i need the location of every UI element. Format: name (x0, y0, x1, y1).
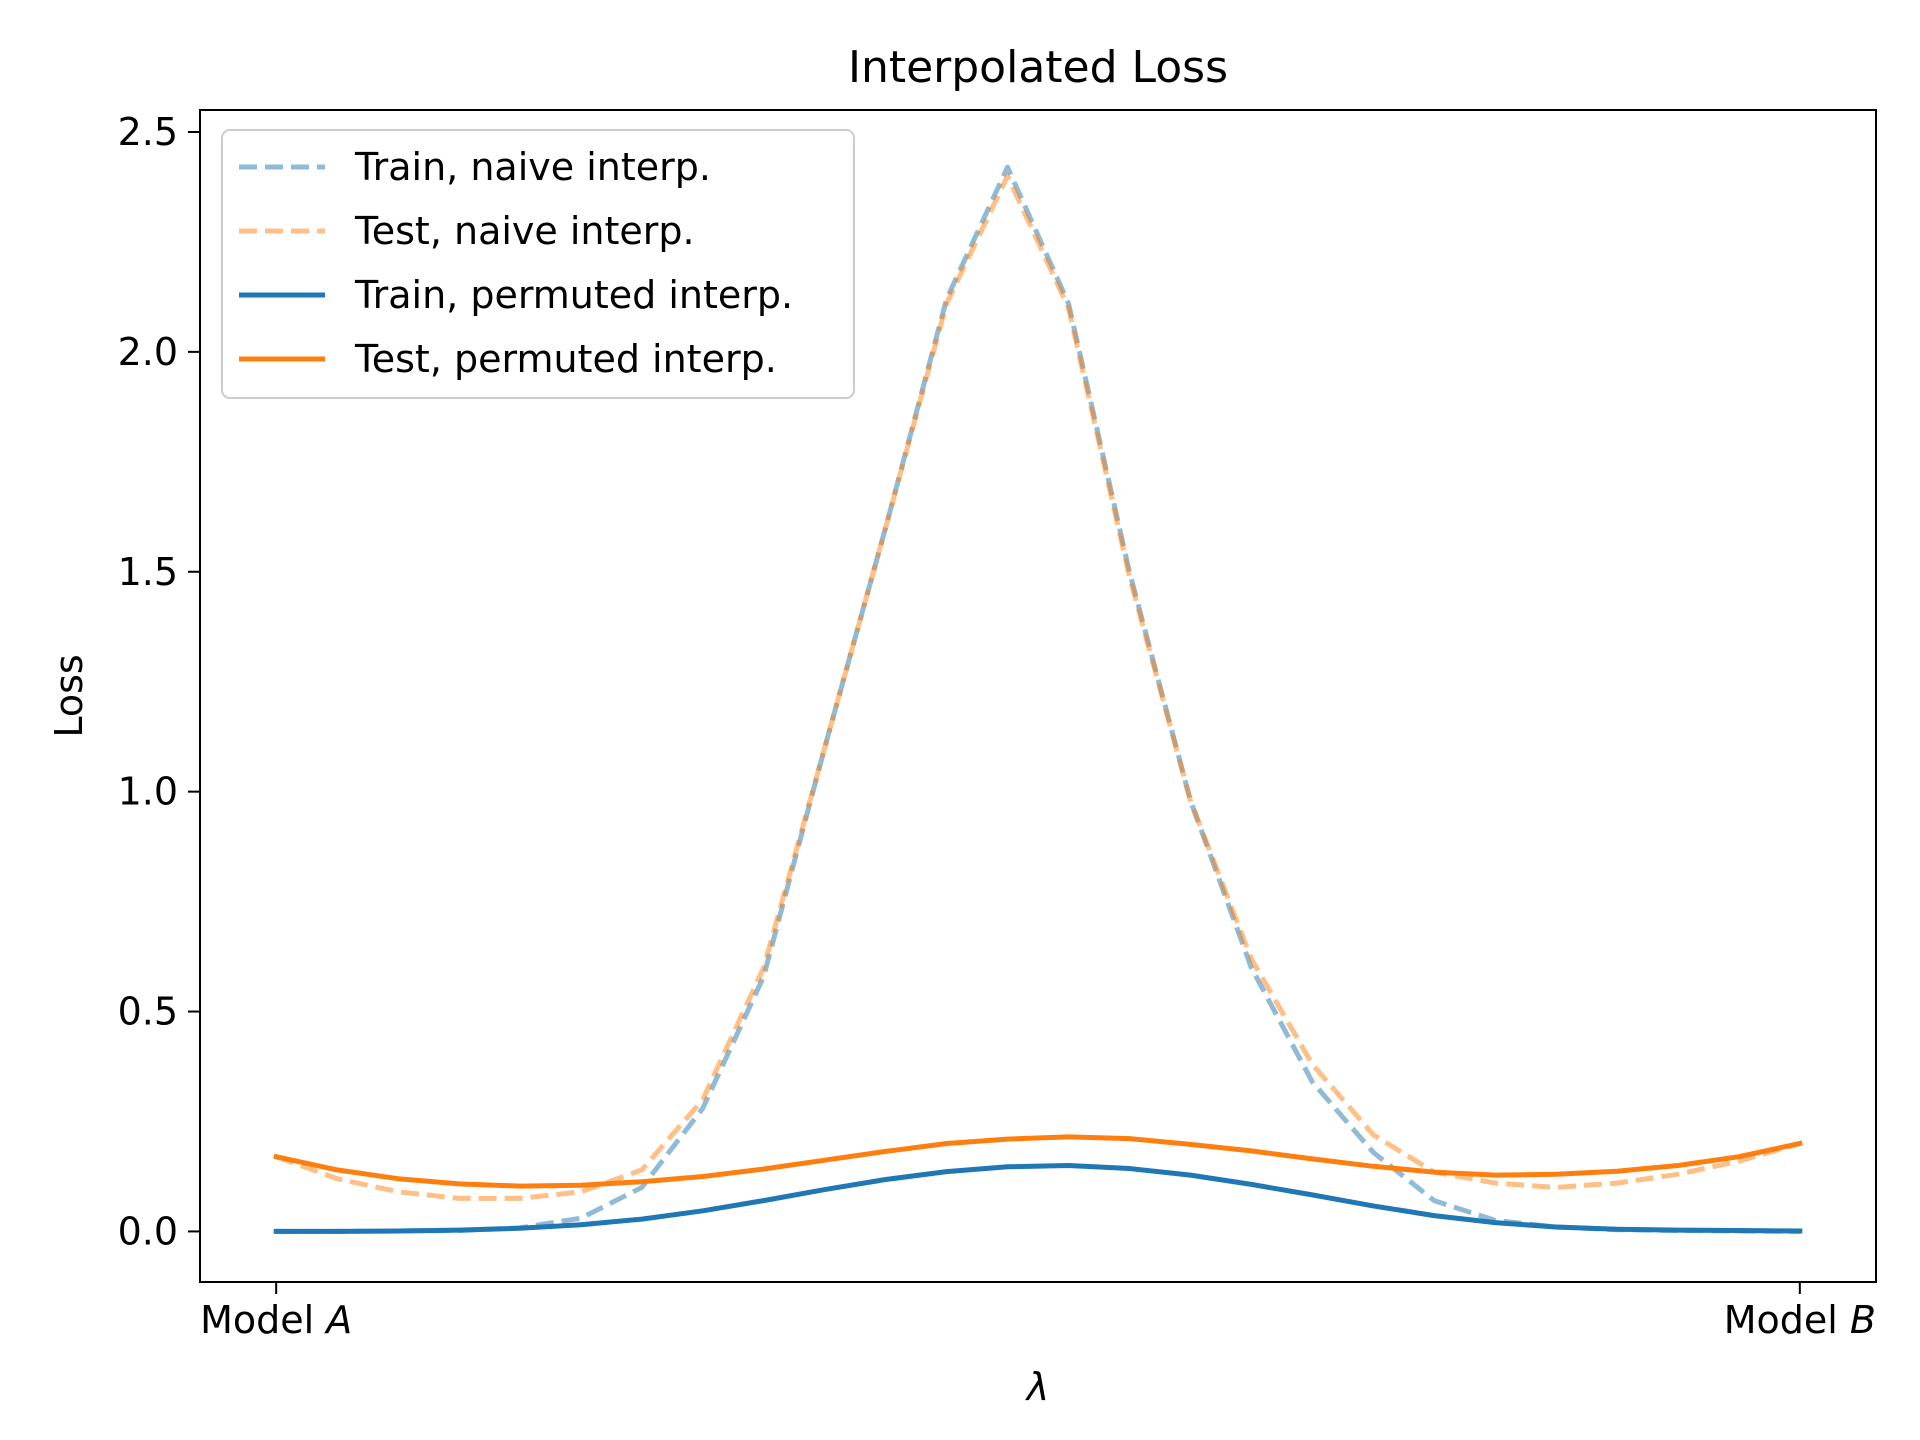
x-tick-label: Model A (200, 1298, 352, 1342)
chart-title: Interpolated Loss (848, 42, 1228, 93)
x-tick-label-variable: A (323, 1298, 352, 1342)
y-tick-label: 0.0 (118, 1209, 178, 1253)
x-axis: Model A Model B (200, 1282, 1876, 1342)
x-axis-title: λ (1025, 1365, 1050, 1409)
plot-area-frame (199, 109, 1877, 1283)
legend: Train, naive interp. Test, naive interp. T… (221, 129, 855, 399)
x-tick-label-variable: B (1850, 1298, 1876, 1342)
y-axis: 0.0 0.5 1.0 1.5 2.0 2.5 (118, 110, 200, 1253)
y-tick-label: 1.0 (118, 770, 178, 814)
series-layer (273, 164, 1803, 1234)
series-line-3 (273, 1163, 1803, 1234)
y-axis-title: Loss (47, 654, 91, 737)
legend-label-2: Test, naive interp. (354, 209, 695, 253)
legend-box (221, 129, 855, 399)
legend-label-3: Train, permuted interp. (354, 273, 793, 317)
legend-label-1: Train, naive interp. (354, 145, 711, 189)
x-tick-label-prefix: Model (200, 1298, 326, 1342)
y-tick-label: 2.0 (118, 330, 178, 374)
series-line-4 (273, 1134, 1803, 1189)
legend-label-4: Test, permuted interp. (354, 337, 777, 381)
x-tick-label: Model B (1724, 1298, 1876, 1342)
x-tick-label-prefix: Model (1724, 1298, 1850, 1342)
y-tick-label: 0.5 (118, 990, 178, 1034)
y-tick-label: 1.5 (118, 550, 178, 594)
y-tick-label: 2.5 (118, 110, 178, 154)
series-line-2 (275, 173, 1801, 1201)
